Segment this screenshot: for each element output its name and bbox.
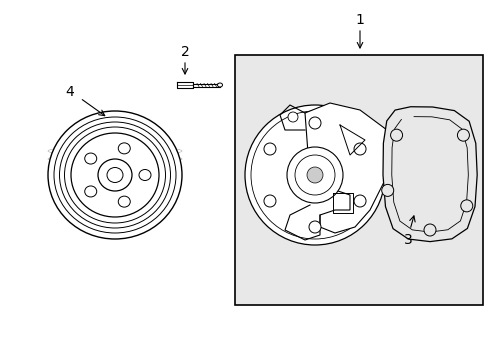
Polygon shape (305, 103, 389, 233)
Circle shape (381, 184, 393, 197)
Bar (235, 55, 482, 305)
Ellipse shape (217, 83, 222, 87)
Circle shape (294, 155, 334, 195)
Circle shape (308, 221, 320, 233)
Text: 4: 4 (65, 85, 74, 99)
Circle shape (306, 167, 323, 183)
Circle shape (264, 143, 275, 155)
Ellipse shape (118, 143, 130, 154)
Ellipse shape (84, 186, 97, 197)
Circle shape (308, 117, 320, 129)
Circle shape (287, 112, 297, 122)
Circle shape (286, 147, 342, 203)
Polygon shape (382, 107, 476, 242)
Ellipse shape (48, 111, 182, 239)
Circle shape (244, 105, 384, 245)
Ellipse shape (107, 167, 123, 183)
Circle shape (353, 143, 366, 155)
Circle shape (456, 129, 468, 141)
Text: 3: 3 (403, 233, 411, 247)
Text: 2: 2 (180, 45, 189, 59)
Ellipse shape (139, 170, 151, 180)
Circle shape (390, 129, 402, 141)
Circle shape (250, 111, 378, 239)
Circle shape (423, 224, 435, 236)
Ellipse shape (118, 196, 130, 207)
Ellipse shape (54, 117, 176, 233)
Circle shape (264, 195, 275, 207)
Ellipse shape (64, 127, 165, 223)
Circle shape (353, 195, 366, 207)
Ellipse shape (84, 153, 97, 164)
Text: 1: 1 (355, 13, 364, 27)
Circle shape (460, 200, 472, 212)
Ellipse shape (60, 122, 170, 228)
Ellipse shape (98, 159, 132, 191)
Ellipse shape (71, 133, 159, 217)
